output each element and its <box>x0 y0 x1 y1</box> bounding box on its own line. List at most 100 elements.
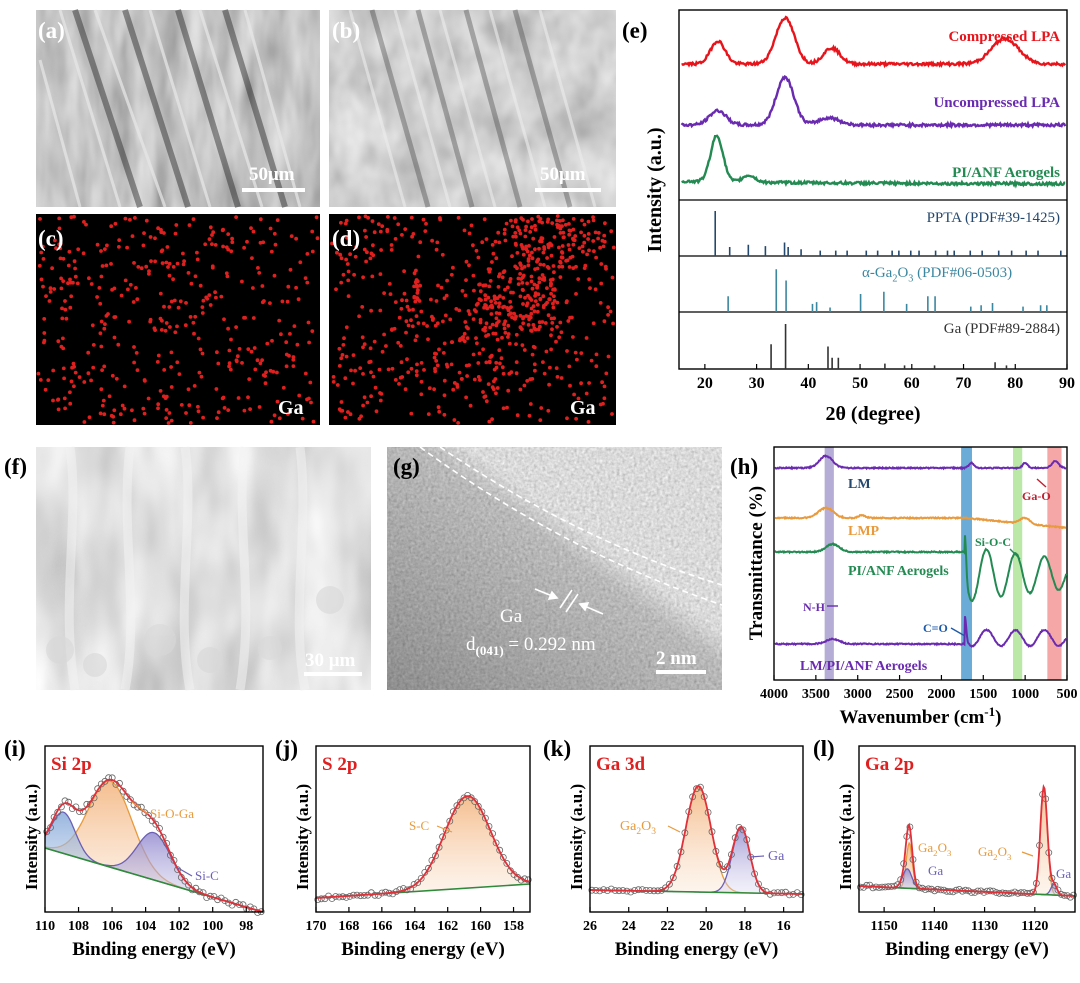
ga-dot <box>87 415 92 420</box>
ga-dot <box>117 238 122 243</box>
ga-dot <box>506 388 511 393</box>
ga-dot <box>416 254 421 259</box>
ga-dot <box>240 361 244 365</box>
panel-e-series-label: Compressed LPA <box>948 29 1060 45</box>
ga-dot <box>493 239 498 244</box>
panel-h-xtick-label: 3000 <box>844 687 872 702</box>
ga-dot <box>535 266 540 271</box>
ga-dot <box>487 360 492 365</box>
ga-dot <box>530 256 535 261</box>
ga-dot <box>201 298 206 303</box>
ga-dot <box>596 236 600 241</box>
ga-dot <box>44 294 48 298</box>
ga-dot <box>531 323 536 327</box>
panel-k-data-point <box>758 886 766 894</box>
ga-dot <box>380 224 385 229</box>
ga-dot <box>414 373 419 378</box>
ga-dot <box>515 225 520 230</box>
ga-dot <box>465 374 469 378</box>
ga-dot <box>604 266 608 271</box>
ga-dot <box>127 319 131 324</box>
panel-l-data-point <box>971 889 979 896</box>
ga-dot <box>82 380 87 384</box>
ga-dot <box>565 349 569 353</box>
ga-dot <box>432 387 436 392</box>
ga-dot <box>344 354 349 359</box>
panel-l-data-point <box>986 887 994 895</box>
panel-h-band <box>1047 447 1062 680</box>
ga-dot <box>38 378 43 382</box>
ga-dot <box>156 402 161 407</box>
ga-dot <box>416 321 421 325</box>
ga-dot <box>107 394 112 399</box>
ga-dot <box>153 259 158 264</box>
ga-dot <box>520 281 525 285</box>
panel-h-series-label: LM/PI/ANF Aerogels <box>800 659 928 674</box>
panel-l-component-label: Ga2O3 <box>918 840 952 858</box>
ga-dot <box>380 349 385 354</box>
ga-dot <box>71 280 75 285</box>
panel-j-data-point <box>464 792 472 799</box>
panel-c-ga-dots <box>36 214 320 425</box>
ga-dot <box>521 316 525 321</box>
ga-dot <box>379 248 383 252</box>
ga-dot <box>599 281 604 286</box>
ga-dot <box>478 320 483 325</box>
ga-dot <box>449 362 454 367</box>
ga-dot <box>184 411 188 415</box>
ga-dot <box>602 319 607 324</box>
ga-dot <box>164 394 169 399</box>
ga-dot <box>444 362 449 367</box>
ga-dot <box>404 330 408 335</box>
ga-dot <box>351 381 355 386</box>
ga-dot <box>111 420 116 425</box>
panel-k-data-point <box>793 889 801 896</box>
ga-dot <box>62 376 66 381</box>
ga-dot <box>519 263 523 267</box>
ga-dot <box>555 225 560 230</box>
ga-dot <box>541 294 546 299</box>
ga-dot <box>249 349 254 354</box>
ga-dot <box>229 249 234 254</box>
ga-dot <box>331 375 336 379</box>
ga-dot <box>146 396 151 401</box>
ga-dot <box>359 414 363 419</box>
ga-dot <box>545 300 549 305</box>
ga-dot <box>173 231 178 236</box>
ga-dot <box>525 281 529 286</box>
panel-h-xtick-label: 2500 <box>886 687 914 702</box>
ga-dot <box>550 321 555 325</box>
panel-i-data-point <box>119 787 127 795</box>
ga-dot <box>310 229 315 234</box>
ga-dot <box>559 255 564 260</box>
ga-dot <box>400 298 404 303</box>
ga-dot <box>393 378 398 382</box>
ga-dot <box>549 281 553 286</box>
ga-dot <box>246 347 251 351</box>
ga-dot <box>510 224 515 229</box>
ga-dot <box>462 331 467 336</box>
ga-dot <box>478 282 482 287</box>
ga-dot <box>554 366 559 370</box>
ga-dot <box>560 264 565 269</box>
ga-dot <box>481 283 486 288</box>
ga-dot <box>411 232 416 236</box>
ga-dot <box>118 412 123 417</box>
ga-dot <box>63 406 67 411</box>
ga-dot <box>386 367 391 372</box>
ga-dot <box>227 348 232 353</box>
panel-i-fit-envelope <box>44 778 263 913</box>
ga-dot <box>526 257 531 261</box>
ga-dot <box>369 370 373 375</box>
ga-dot <box>169 418 174 423</box>
ga-dot <box>548 278 553 282</box>
ga-dot <box>458 337 463 341</box>
ga-dot <box>464 259 469 264</box>
ga-dot <box>415 291 420 295</box>
ga-dot <box>552 270 556 275</box>
ga-dot <box>503 238 508 243</box>
panel-j-data-point <box>460 794 468 802</box>
ga-dot <box>119 293 124 298</box>
panel-i-xtick-label: 110 <box>35 919 55 934</box>
ga-dot <box>341 272 346 277</box>
